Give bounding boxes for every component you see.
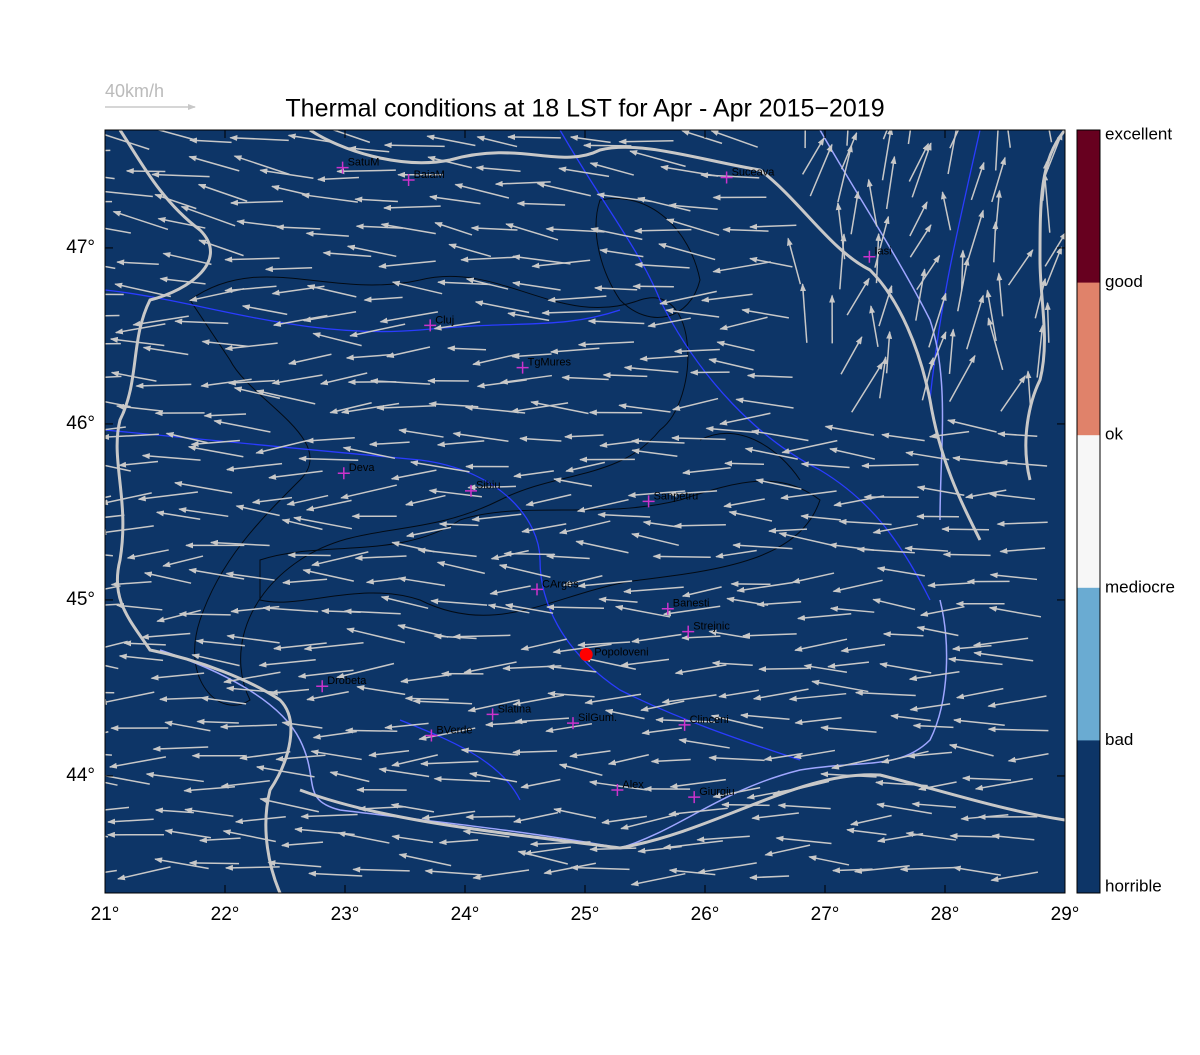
colorbar-segment: [1077, 588, 1100, 741]
site-label: Popoloveni: [594, 646, 648, 658]
wind-arrow: [190, 863, 239, 864]
city-label: Clinceni: [690, 714, 729, 726]
wind-arrow: [56, 732, 108, 745]
colorbar-label: bad: [1105, 730, 1133, 749]
city-label: CArges: [542, 578, 579, 590]
x-tick-label: 26°: [691, 904, 720, 925]
wind-arrow: [466, 816, 515, 817]
x-tick-label: 22°: [211, 904, 240, 925]
city-label: SilGum.: [578, 712, 617, 724]
city-label: Drobeta: [327, 675, 367, 687]
wind-arrow: [180, 614, 231, 615]
wind-arrow: [504, 554, 555, 555]
city-label: Strejnic: [693, 621, 730, 633]
city-label: Cluj: [435, 314, 454, 326]
wind-arrow: [66, 316, 119, 317]
colorbar-label: excellent: [1105, 124, 1172, 143]
x-tick-label: 27°: [811, 904, 840, 925]
city-label: TgMures: [528, 357, 572, 369]
city-label: Alex: [622, 779, 644, 791]
y-tick-label: 45°: [66, 589, 95, 610]
wind-arrow: [288, 555, 330, 556]
city-label: Slatina: [498, 703, 533, 715]
wind-arrow: [942, 529, 989, 530]
map-background: [105, 130, 1065, 893]
city-label: Giurgiu: [699, 786, 734, 798]
wind-arrow: [74, 692, 114, 693]
x-tick-label: 24°: [451, 904, 480, 925]
colorbar-label: ok: [1105, 425, 1123, 444]
x-tick-label: 23°: [331, 904, 360, 925]
colorbar-label: mediocre: [1105, 577, 1175, 596]
wind-arrow: [722, 805, 769, 806]
wind-arrow: [346, 730, 397, 731]
colorbar-segment: [1077, 740, 1100, 893]
colorbar: excellent good ok mediocre bad horrible: [1077, 124, 1175, 895]
wind-arrow: [759, 668, 809, 669]
city-label: Deva: [349, 462, 376, 474]
city-label: BVerde: [436, 724, 472, 736]
site-marker: [580, 648, 593, 661]
city-label: Suceava: [732, 166, 776, 178]
y-tick-label: 46°: [66, 413, 95, 434]
wind-arrow: [127, 171, 166, 172]
city-label: Banesti: [673, 598, 710, 610]
scale-label: 40km/h: [105, 81, 164, 101]
wind-arrow: [53, 550, 113, 555]
wind-arrow: [619, 141, 673, 142]
colorbar-segment: [1077, 130, 1100, 283]
city-label: Sanpetru: [654, 490, 699, 502]
city-label: BaiaM: [414, 169, 445, 181]
wind-arrow: [944, 554, 991, 555]
wind-arrow: [55, 202, 112, 203]
city-label: Sibiu: [476, 480, 500, 492]
wind-arrow: [54, 751, 112, 756]
y-tick-label: 47°: [66, 237, 95, 258]
x-tick-label: 28°: [931, 904, 960, 925]
y-tick-label: 44°: [66, 765, 95, 786]
x-tick-label: 25°: [571, 904, 600, 925]
city-label: Iasi: [874, 246, 891, 258]
colorbar-segment: [1077, 283, 1100, 436]
colorbar-label: horrible: [1105, 876, 1162, 895]
colorbar-segment: [1077, 435, 1100, 588]
x-tick-label: 29°: [1051, 904, 1080, 925]
colorbar-label: good: [1105, 272, 1143, 291]
wind-arrow: [654, 556, 711, 557]
map-title: Thermal conditions at 18 LST for Apr - A…: [285, 95, 884, 123]
wind-arrow: [61, 827, 108, 837]
wind-arrow: [65, 344, 120, 345]
city-label: SatuM: [348, 157, 380, 169]
wind-arrow: [725, 463, 764, 464]
x-tick-label: 21°: [91, 904, 120, 925]
wind-arrow: [226, 867, 280, 868]
wind-arrow: [67, 496, 111, 506]
wind-arrow: [508, 137, 561, 138]
